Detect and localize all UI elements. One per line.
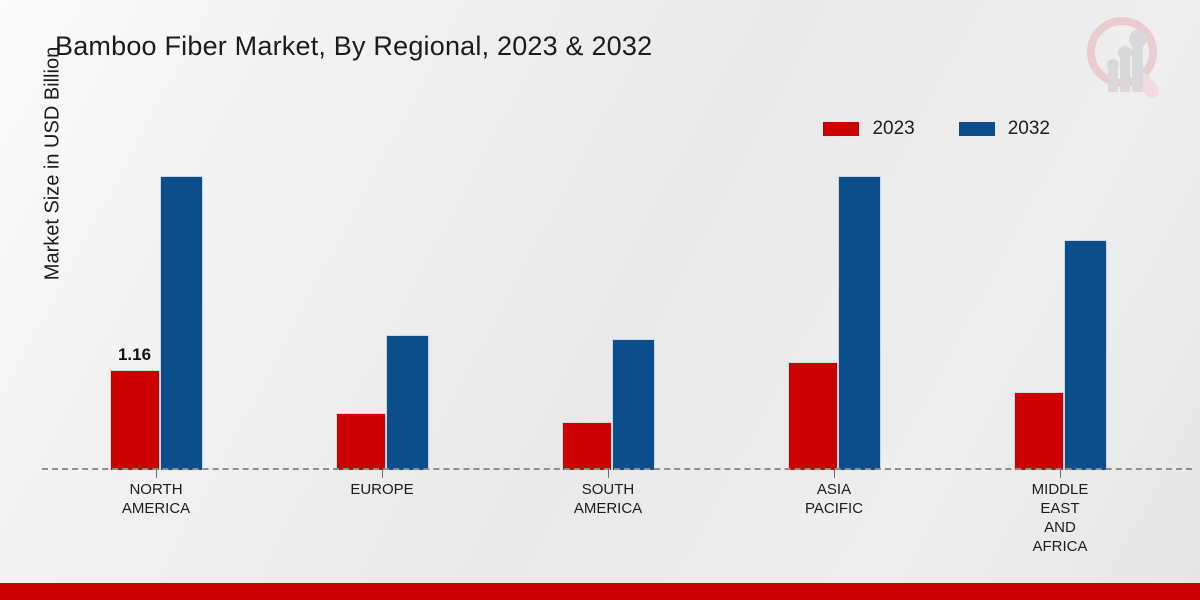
x-axis-category-label: EUROPE — [350, 481, 414, 498]
bar-2023-1[interactable]: 1.16 — [109, 345, 160, 470]
x-axis-category-label: ASIA PACIFIC — [804, 481, 864, 517]
x-axis-tick — [834, 469, 835, 478]
legend-swatch-2023 — [823, 122, 860, 136]
legend-label-2032: 2032 — [1007, 118, 1050, 139]
x-axis-category-label: MIDDLE EAST AND AFRICA — [1031, 481, 1089, 555]
legend-label-2023: 2023 — [872, 118, 915, 139]
legend-item-2032[interactable]: 2032 — [958, 118, 1050, 140]
watermark-logo-icon — [1087, 17, 1160, 98]
footer-band — [0, 583, 1200, 600]
bar-2023-2[interactable] — [335, 413, 386, 470]
bar-group — [332, 335, 432, 470]
x-axis-tick — [382, 469, 383, 478]
bar-2032-3[interactable] — [611, 339, 655, 470]
x-axis-tick — [608, 469, 609, 478]
bar-value-label: 1.16 — [117, 345, 152, 364]
bar-2032-4[interactable] — [837, 176, 881, 470]
x-axis-baseline — [42, 468, 1192, 470]
legend-item-2023[interactable]: 2023 — [823, 118, 915, 140]
x-axis-tick — [156, 469, 157, 478]
bar-group — [784, 176, 884, 470]
plot-area: 1.16 — [42, 150, 1192, 470]
bar-group — [558, 339, 658, 470]
page-title: Bamboo Fiber Market, By Regional, 2023 &… — [55, 31, 653, 61]
chart-legend: 2023 2032 — [823, 118, 1050, 140]
bar-group — [1010, 240, 1110, 470]
x-axis-tick — [1060, 469, 1061, 478]
legend-swatch-2032 — [958, 122, 995, 136]
x-axis-category-label: SOUTH AMERICA — [573, 481, 643, 517]
x-axis-category-label: NORTH AMERICA — [121, 481, 191, 517]
bar-2032-2[interactable] — [385, 335, 429, 470]
bar-2023-4[interactable] — [787, 362, 838, 470]
bar-2032-1[interactable] — [159, 176, 203, 470]
bar-2023-3[interactable] — [561, 422, 612, 470]
bar-group: 1.16 — [106, 176, 206, 470]
bar-2023-5[interactable] — [1013, 392, 1064, 470]
bar-2032-5[interactable] — [1063, 240, 1107, 470]
